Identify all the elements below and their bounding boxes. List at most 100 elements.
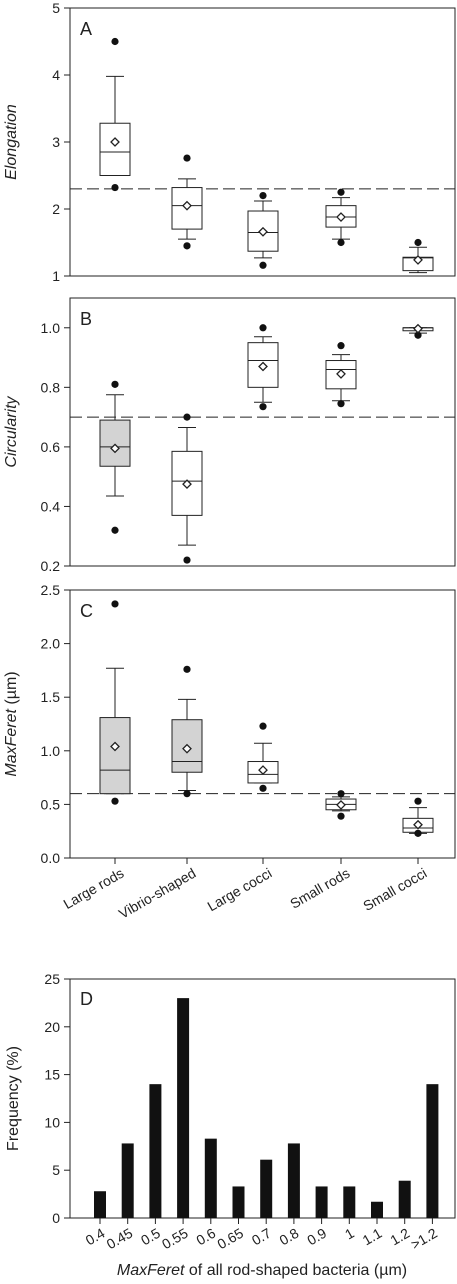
outlier-point: [183, 790, 191, 798]
bar-0.9: [315, 1186, 328, 1218]
panel-d-x-tick-label: 0.4: [83, 1225, 108, 1249]
bar-0.7: [260, 1159, 273, 1218]
mean-marker: [182, 743, 192, 754]
panel-a-letter: A: [80, 19, 92, 39]
panel-d-x-tick-label: 0.45: [104, 1225, 136, 1253]
outlier-point: [183, 154, 191, 162]
panel-a-box-4: [402, 238, 434, 274]
bar-1.2: [398, 1180, 411, 1218]
panel-d-y-axis-title: Frequency (%): [5, 1046, 22, 1151]
panel-d-y-tick-label: 0: [52, 1210, 60, 1226]
panel-b-y-tick-label: 1.0: [41, 320, 61, 336]
panel-c-y-tick-label: 2.5: [41, 582, 61, 598]
bar-0.8: [287, 1143, 300, 1218]
panel-c-x-tick-label: Large cocci: [204, 865, 274, 915]
outlier-point: [111, 600, 119, 608]
panel-c-x-tick-label: Small rods: [287, 865, 352, 912]
panel-b-y-tick-label: 0.6: [41, 439, 61, 455]
outlier-point: [259, 403, 267, 411]
bar-gt1.2: [426, 1084, 439, 1218]
mean-marker: [258, 226, 268, 237]
panel-c-x-tick-label: Vibrio-shaped: [116, 865, 199, 922]
outlier-point: [183, 242, 191, 250]
mean-marker: [110, 741, 120, 752]
mean-marker: [336, 212, 346, 222]
iqr-box: [99, 419, 131, 467]
bar-1.1: [371, 1201, 383, 1218]
bar-0.4: [94, 1191, 106, 1218]
panel-d-x-tick-label: 1.1: [360, 1225, 385, 1249]
panel-b-box-0: [99, 380, 131, 534]
panel-a-box-3: [325, 188, 357, 247]
panel-b-y-tick-label: 0.4: [41, 498, 61, 514]
panel-c-y-tick-label: 1.0: [41, 743, 61, 759]
panel-c-box-1: [171, 665, 203, 798]
mean-marker: [413, 323, 423, 334]
panel-c-box-0: [99, 600, 131, 805]
panel-b-letter: B: [80, 309, 92, 329]
panel-c-box-2: [247, 722, 279, 792]
outlier-point: [111, 526, 119, 534]
panel-a-y-tick-label: 3: [52, 134, 60, 150]
panel-c-y-tick-label: 0.5: [41, 796, 61, 812]
outlier-point: [259, 261, 267, 269]
panel-d-x-axis-title: MaxFeret of all rod-shaped bacteria (µm): [117, 1262, 407, 1279]
outlier-point: [111, 37, 119, 46]
panel-d-y-tick-label: 15: [44, 1067, 60, 1083]
panel-b-y-tick-label: 0.2: [41, 558, 61, 574]
mean-marker: [110, 443, 120, 454]
outlier-point: [259, 784, 267, 792]
outlier-point: [111, 797, 119, 805]
panel-b-y-axis-title: Circularity: [3, 395, 20, 467]
bar-0.55: [177, 998, 190, 1218]
panel-b-box-1: [171, 413, 203, 564]
panel-d-y-tick-label: 25: [44, 971, 60, 987]
bar-0.6: [204, 1138, 217, 1218]
panel-a-y-tick-label: 5: [52, 0, 60, 16]
outlier-point: [183, 665, 191, 673]
panel-c-letter: C: [80, 601, 93, 621]
panel-c-x-tick-label: Small cocci: [360, 865, 429, 914]
outlier-point: [259, 324, 267, 332]
panel-d-x-tick-label: 1.2: [387, 1225, 412, 1249]
mean-marker: [258, 765, 268, 776]
panel-b-box-plot: B 0.2 0.4 0.6 0.8 1.0 Circularity: [3, 297, 456, 574]
panel-a-y-tick-label: 4: [52, 67, 60, 83]
mean-marker: [110, 137, 120, 147]
bar-0.65: [232, 1186, 245, 1218]
bar-0.45: [121, 1143, 134, 1218]
outlier-point: [414, 331, 422, 339]
outlier-point: [337, 342, 345, 350]
panel-d-x-tick-label: 1: [342, 1225, 357, 1243]
panel-d-x-tick-label: 0.8: [277, 1225, 302, 1249]
mean-marker: [182, 479, 192, 490]
iqr-box: [99, 717, 131, 795]
panel-c-box-3: [325, 790, 357, 820]
mean-marker: [336, 800, 346, 810]
panel-d-y-tick-label: 5: [52, 1162, 60, 1178]
panel-d-x-tick-label: 0.65: [214, 1225, 246, 1253]
bar-0.5: [149, 1084, 162, 1218]
outlier-point: [183, 556, 191, 564]
panel-c-y-axis-title: MaxFeret (µm): [3, 671, 20, 776]
panel-c-y-tick-label: 2.0: [41, 636, 61, 652]
panel-d-x-tick-label: 0.7: [249, 1225, 274, 1249]
panel-a-y-axis-title: Elongation: [3, 104, 20, 180]
panel-b-box-3: [325, 342, 357, 408]
outlier-point: [337, 400, 345, 408]
outlier-point: [337, 812, 345, 820]
outlier-point: [337, 188, 345, 196]
panel-c-x-tick-label: Large rods: [61, 865, 127, 912]
outlier-point: [414, 797, 422, 805]
panel-d-x-tick-label: >1.2: [408, 1225, 440, 1253]
panel-b-box-2: [247, 324, 279, 411]
panel-d-x-tick-label: 0.6: [193, 1225, 218, 1249]
outlier-point: [183, 413, 191, 421]
panel-d-y-tick-label: 20: [44, 1019, 60, 1035]
panel-c-box-4: [402, 797, 434, 837]
outlier-point: [337, 790, 345, 798]
panel-b-box-4: [402, 323, 434, 339]
panel-a-y-tick-label: 2: [52, 201, 60, 217]
